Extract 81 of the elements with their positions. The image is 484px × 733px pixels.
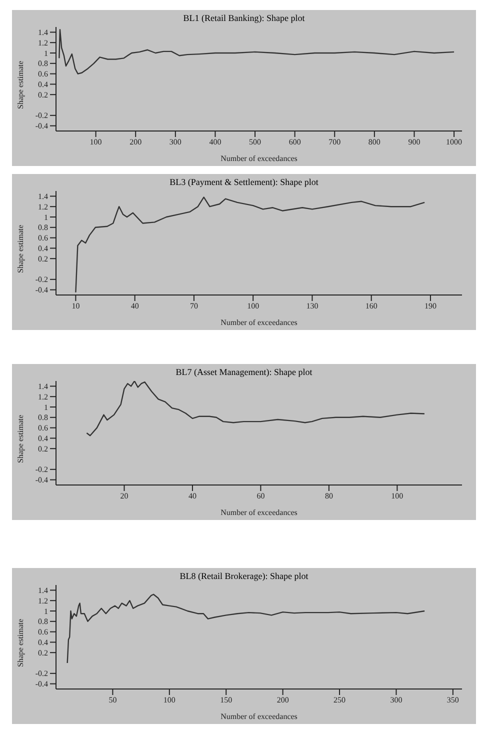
y-axis-title: Shape estimate bbox=[16, 224, 25, 273]
y-tick-label: 0.8 bbox=[38, 59, 48, 68]
y-tick-label: 1 bbox=[44, 402, 48, 412]
y-tick-label: 1 bbox=[44, 606, 48, 616]
x-tick-label: 190 bbox=[424, 302, 436, 311]
x-axis-title: Number of exceedances bbox=[220, 318, 298, 327]
y-tick-label: 0.2 bbox=[38, 254, 48, 264]
x-tick-label: 200 bbox=[276, 696, 289, 705]
x-tick-label: 100 bbox=[247, 302, 260, 311]
line-series bbox=[75, 196, 426, 293]
x-tick-label: 80 bbox=[324, 492, 333, 501]
chart-title: BL1 (Retail Banking): Shape plot bbox=[182, 13, 306, 23]
x-tick-label: 10 bbox=[72, 302, 80, 311]
y-tick-label: 1.4 bbox=[38, 382, 48, 392]
y-tick-label: 0.6 bbox=[38, 424, 48, 433]
y-tick-label: 0.6 bbox=[38, 70, 48, 79]
line-series bbox=[58, 29, 455, 74]
x-tick-label: 100 bbox=[90, 138, 102, 147]
y-tick-label: 0.6 bbox=[38, 628, 48, 637]
y-tick-label: 0.2 bbox=[38, 444, 48, 454]
x-tick-label: 250 bbox=[334, 696, 346, 705]
x-tick-label: 300 bbox=[390, 696, 402, 705]
y-axis-title: Shape estimate bbox=[16, 60, 25, 109]
x-tick-label: 50 bbox=[108, 696, 117, 705]
x-tick-label: 350 bbox=[446, 696, 459, 705]
x-tick-label: 500 bbox=[249, 138, 262, 147]
y-tick-label: 1.2 bbox=[38, 202, 48, 212]
y-tick-label: 0.2 bbox=[38, 90, 48, 100]
x-tick-label: 300 bbox=[169, 138, 182, 147]
y-tick-label: 1.2 bbox=[38, 38, 48, 48]
x-tick-label: 160 bbox=[365, 302, 378, 311]
y-tick-label: -0.2 bbox=[35, 275, 48, 284]
x-axis-title: Number of exceedances bbox=[220, 154, 298, 163]
y-tick-label: 0.4 bbox=[38, 638, 48, 648]
x-tick-label: 70 bbox=[190, 302, 198, 311]
x-axis-title: Number of exceedances bbox=[220, 508, 298, 517]
x-tick-label: 20 bbox=[120, 492, 128, 501]
y-tick-label: -0.2 bbox=[35, 111, 48, 120]
line-series bbox=[86, 381, 426, 436]
x-tick-label: 130 bbox=[306, 302, 318, 311]
x-tick-label: 100 bbox=[163, 696, 176, 705]
y-tick-label: -0.4 bbox=[35, 122, 48, 131]
y-tick-label: 0.8 bbox=[38, 413, 48, 422]
y-tick-label: 1 bbox=[44, 48, 48, 58]
x-tick-label: 700 bbox=[328, 138, 341, 147]
x-tick-label: 40 bbox=[130, 302, 139, 311]
x-tick-label: 150 bbox=[220, 696, 232, 705]
x-tick-label: 800 bbox=[368, 138, 380, 147]
y-tick-label: 1.4 bbox=[38, 28, 48, 38]
x-tick-label: 400 bbox=[209, 138, 222, 147]
y-tick-label: 1.4 bbox=[38, 192, 48, 202]
y-tick-label: -0.4 bbox=[35, 680, 48, 689]
y-tick-label: -0.2 bbox=[35, 465, 48, 474]
chart-title: BL3 (Payment & Settlement): Shape plot bbox=[168, 177, 320, 187]
x-tick-label: 1000 bbox=[446, 138, 462, 147]
chart-title: BL7 (Asset Management): Shape plot bbox=[174, 367, 314, 377]
x-tick-label: 600 bbox=[288, 138, 301, 147]
y-tick-label: 0.8 bbox=[38, 223, 48, 232]
y-tick-label: -0.2 bbox=[35, 669, 48, 678]
x-axis-title: Number of exceedances bbox=[220, 712, 298, 721]
x-tick-label: 900 bbox=[408, 138, 420, 147]
y-tick-label: 0.2 bbox=[38, 648, 48, 658]
y-tick-label: 0.4 bbox=[38, 434, 48, 444]
y-axis-title: Shape estimate bbox=[16, 618, 25, 667]
y-tick-label: 1.4 bbox=[38, 586, 48, 596]
y-tick-label: 0.4 bbox=[38, 244, 48, 254]
y-tick-label: 1.2 bbox=[38, 596, 48, 606]
y-tick-label: 0.6 bbox=[38, 234, 48, 243]
y-tick-label: 1 bbox=[44, 212, 48, 222]
line-series bbox=[66, 594, 426, 664]
y-tick-label: -0.4 bbox=[35, 476, 48, 485]
y-tick-label: 0.8 bbox=[38, 617, 48, 626]
chart-title: BL8 (Retail Brokerage): Shape plot bbox=[178, 571, 310, 581]
x-tick-label: 60 bbox=[256, 492, 265, 501]
x-tick-label: 100 bbox=[391, 492, 404, 501]
x-tick-label: 200 bbox=[130, 138, 142, 147]
y-tick-label: -0.4 bbox=[35, 286, 48, 295]
y-tick-label: 0.4 bbox=[38, 80, 48, 90]
y-tick-label: 1.2 bbox=[38, 392, 48, 402]
y-axis-title: Shape estimate bbox=[16, 414, 25, 463]
x-tick-label: 40 bbox=[188, 492, 196, 501]
